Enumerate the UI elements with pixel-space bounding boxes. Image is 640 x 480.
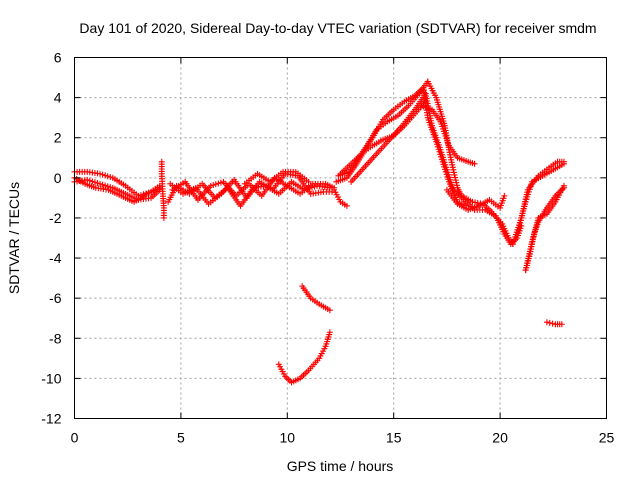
data-point (99, 181, 106, 188)
data-point (450, 169, 457, 176)
x-tick-label: 0 (71, 430, 79, 446)
data-point (546, 319, 553, 326)
data-point (453, 179, 460, 186)
data-point (160, 214, 167, 221)
y-tick-label: 2 (54, 130, 62, 146)
plot-frame (74, 57, 607, 419)
data-point (104, 173, 111, 180)
y-tick-label: 4 (54, 90, 62, 106)
data-point (501, 192, 508, 199)
data-point (558, 321, 565, 328)
data-point (543, 319, 550, 326)
data-point (560, 158, 567, 165)
data-point (97, 180, 104, 187)
data-point (549, 320, 556, 327)
data-point (212, 181, 219, 188)
data-point (453, 182, 460, 189)
data-point (471, 160, 478, 167)
data-point (452, 177, 459, 184)
data-point (452, 174, 459, 181)
data-point (102, 172, 109, 179)
data-point (107, 174, 114, 181)
data-point (94, 180, 101, 187)
x-tick-label: 10 (280, 430, 296, 446)
y-tick-label: -6 (49, 290, 62, 306)
plot-points (71, 78, 567, 386)
data-point (91, 179, 98, 186)
y-tick-label: -10 (41, 370, 61, 386)
data-point (560, 182, 567, 189)
data-point (97, 170, 104, 177)
data-point (215, 180, 222, 187)
x-tick-labels: 0 5 10 15 20 25 (71, 430, 615, 446)
data-point (451, 171, 458, 178)
y-tick-labels: -12 -10 -8 -6 -4 -2 0 2 4 6 (41, 50, 61, 427)
y-tick-label: 0 (54, 170, 62, 186)
data-point (343, 202, 350, 209)
data-point (207, 182, 214, 189)
grid (74, 57, 607, 419)
data-point (104, 183, 111, 190)
x-axis-label: GPS time / hours (287, 458, 394, 474)
data-point (102, 182, 109, 189)
data-point (326, 307, 333, 314)
y-axis-label: SDTVAR / TECUs (6, 182, 22, 294)
x-tick-label: 5 (177, 430, 185, 446)
x-tick-label: 15 (386, 430, 402, 446)
y-tick-label: -12 (41, 411, 61, 427)
y-tick-label: 6 (54, 50, 62, 66)
chart-title: Day 101 of 2020, Sidereal Day-to-day VTE… (79, 20, 596, 36)
data-point (99, 171, 106, 178)
data-point (450, 166, 457, 173)
data-point (210, 182, 217, 189)
y-tick-label: -8 (49, 330, 62, 346)
x-tick-label: 25 (599, 430, 615, 446)
data-point (326, 329, 333, 336)
y-tick-label: -4 (49, 250, 62, 266)
axis-ticks (74, 57, 607, 419)
data-point (217, 179, 224, 186)
y-tick-label: -2 (49, 210, 62, 226)
data-point (89, 178, 96, 185)
data-point (305, 178, 312, 185)
x-tick-label: 20 (492, 430, 508, 446)
